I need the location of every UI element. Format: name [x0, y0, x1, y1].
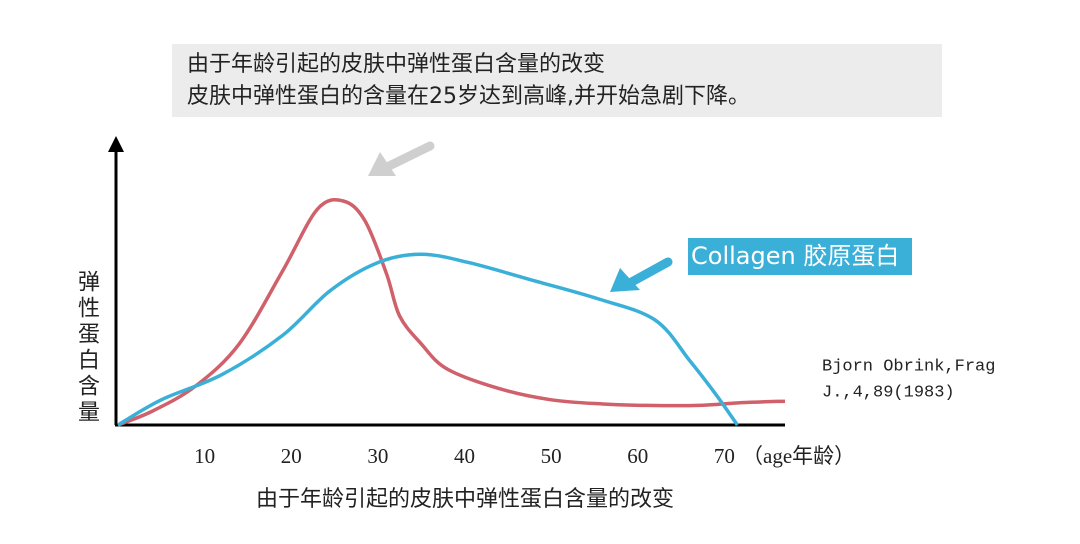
chart-title: 由于年龄引起的皮肤中弹性蛋白含量的改变	[187, 52, 605, 77]
plot: 10 20 30 40 50 60 70	[117, 198, 786, 468]
x-tick-label: 60	[627, 444, 648, 468]
x-tick-label: 40	[454, 444, 475, 468]
x-tick-label: 30	[367, 444, 388, 468]
blue-arrow	[610, 257, 673, 292]
x-tick-label: 10	[194, 444, 215, 468]
x-axis-label: （age年龄）	[742, 444, 855, 468]
chart-subtitle: 皮肤中弹性蛋白的含量在25岁达到高峰,并开始急剧下降。	[187, 84, 750, 109]
gray-arrow	[368, 141, 435, 176]
data-line	[117, 252, 739, 427]
x-tick-label: 20	[281, 444, 302, 468]
legend-label: Collagen 胶原蛋白	[691, 242, 899, 270]
data-line	[117, 198, 786, 427]
citation: Bjorn Obrink,Frag	[822, 357, 995, 376]
x-tick-label: 50	[541, 444, 562, 468]
x-tick-label: 70	[714, 444, 735, 468]
y-axis-label: 弹性蛋白含量	[74, 270, 100, 426]
caption: 由于年龄引起的皮肤中弹性蛋白含量的改变	[256, 487, 674, 512]
title-box	[172, 44, 942, 117]
y-axis-arrow	[108, 136, 124, 152]
citation: J.,4,89(1983)	[822, 383, 955, 402]
legend-box	[688, 238, 912, 275]
